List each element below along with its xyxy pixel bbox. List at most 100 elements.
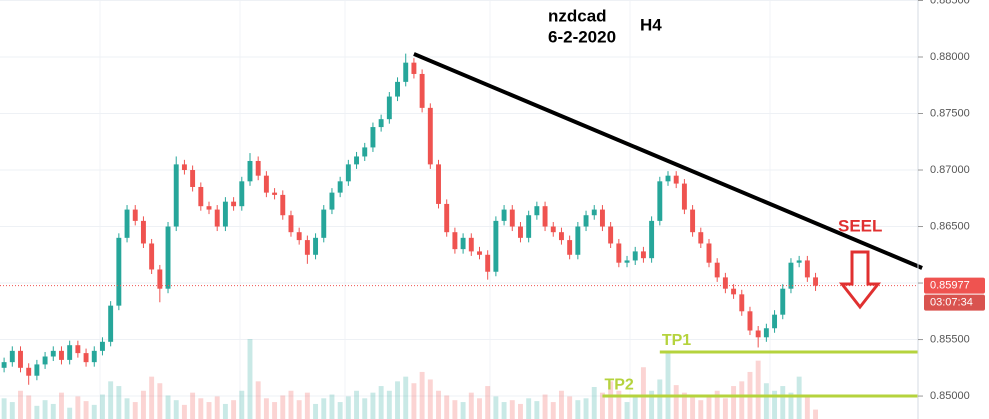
volume-bar [796, 376, 802, 419]
volume-bar [140, 390, 146, 419]
volume-bar [575, 400, 581, 419]
candle-body [165, 226, 171, 289]
candle-body [542, 206, 548, 227]
volume-bar [714, 390, 720, 419]
volume-bar [190, 392, 196, 419]
volume-bar [755, 360, 761, 419]
candle-body [395, 81, 400, 97]
candle-body [444, 203, 450, 233]
candle-body [247, 160, 253, 182]
volume-bar [91, 404, 97, 419]
volume-bar [411, 383, 417, 419]
y-tick-label: 0.85000 [930, 390, 970, 402]
price-tag-label: 0.85977 [930, 280, 970, 292]
volume-bar [116, 386, 122, 419]
volume-bar [608, 381, 614, 419]
volume-bar [206, 402, 212, 419]
candle-body [75, 345, 81, 354]
volume-bar [698, 400, 704, 419]
volume-bar [681, 392, 687, 419]
volume-bar [632, 394, 638, 419]
overlays: TP1 TP2 [0, 52, 923, 398]
candle-body [583, 215, 589, 227]
candle-body [26, 367, 32, 376]
candle-body [599, 209, 605, 227]
volume-bar [50, 403, 56, 419]
volume-bar [378, 386, 384, 419]
candle-body [304, 240, 310, 255]
volume-bar [304, 392, 310, 419]
volume-bar [542, 394, 548, 419]
volume-bar [567, 396, 573, 419]
countdown: 03:07:34 [930, 297, 973, 309]
volume-bar [460, 402, 466, 419]
volume-bar [813, 409, 819, 419]
candle-body [83, 353, 89, 363]
candle-body [813, 277, 819, 286]
volume-bar [395, 381, 400, 419]
candle-body [550, 226, 556, 233]
candle-body [280, 194, 286, 216]
candle-body [657, 181, 663, 221]
volume-bar [231, 400, 237, 419]
volume-bar [468, 392, 474, 419]
y-tick-label: 0.87500 [930, 107, 970, 119]
candle-body [452, 232, 458, 250]
candle-body [468, 237, 474, 252]
candle-body [181, 164, 187, 171]
volume-bar [518, 403, 523, 419]
volume-bar [624, 402, 630, 419]
volume [1, 339, 819, 419]
candle-body [222, 201, 228, 227]
volume-bar [173, 400, 179, 419]
candle-body [501, 209, 507, 221]
chart-title: nzdcad [548, 6, 607, 25]
candle-body [370, 127, 376, 148]
candle-body [91, 350, 97, 363]
candle-body [640, 251, 646, 259]
candle-body [567, 240, 573, 255]
annotation: SEEL [838, 216, 882, 235]
candle-body [772, 314, 778, 329]
volume-bar [452, 400, 458, 419]
candle-body [608, 226, 614, 244]
volume-bar [436, 390, 441, 419]
candle-body [681, 183, 687, 210]
candle-body [591, 209, 597, 216]
candle-body [665, 175, 671, 182]
candle-body [321, 209, 327, 238]
volume-bar [255, 381, 261, 419]
candle-body [206, 206, 212, 210]
volume-bar [288, 390, 294, 419]
candle-body [526, 215, 532, 238]
candle-body [362, 147, 368, 157]
candle-body [345, 164, 351, 182]
volume-bar [83, 401, 89, 419]
volume-bar [657, 379, 663, 419]
candle-body [616, 243, 622, 263]
down-arrow [838, 250, 882, 310]
candle-body [9, 350, 15, 363]
candle-body [714, 262, 720, 278]
volume-bar [214, 396, 220, 419]
volume-bar [444, 395, 450, 419]
candle-body [173, 164, 179, 227]
volume-bar [263, 398, 269, 419]
candle-body [518, 226, 523, 238]
candle-body [149, 243, 155, 270]
volume-bar [362, 398, 368, 419]
volume-bar [772, 390, 778, 419]
candle-body [198, 186, 204, 207]
candle-body [354, 156, 360, 165]
candle-body [436, 164, 441, 204]
volume-bar [239, 390, 245, 419]
volume-bar [247, 339, 253, 419]
candle-body [34, 364, 40, 376]
volume-bar [124, 398, 130, 419]
volume-bar [108, 381, 114, 419]
volume-bar [198, 398, 204, 419]
volume-bar [313, 403, 319, 419]
candle-body [296, 232, 302, 241]
